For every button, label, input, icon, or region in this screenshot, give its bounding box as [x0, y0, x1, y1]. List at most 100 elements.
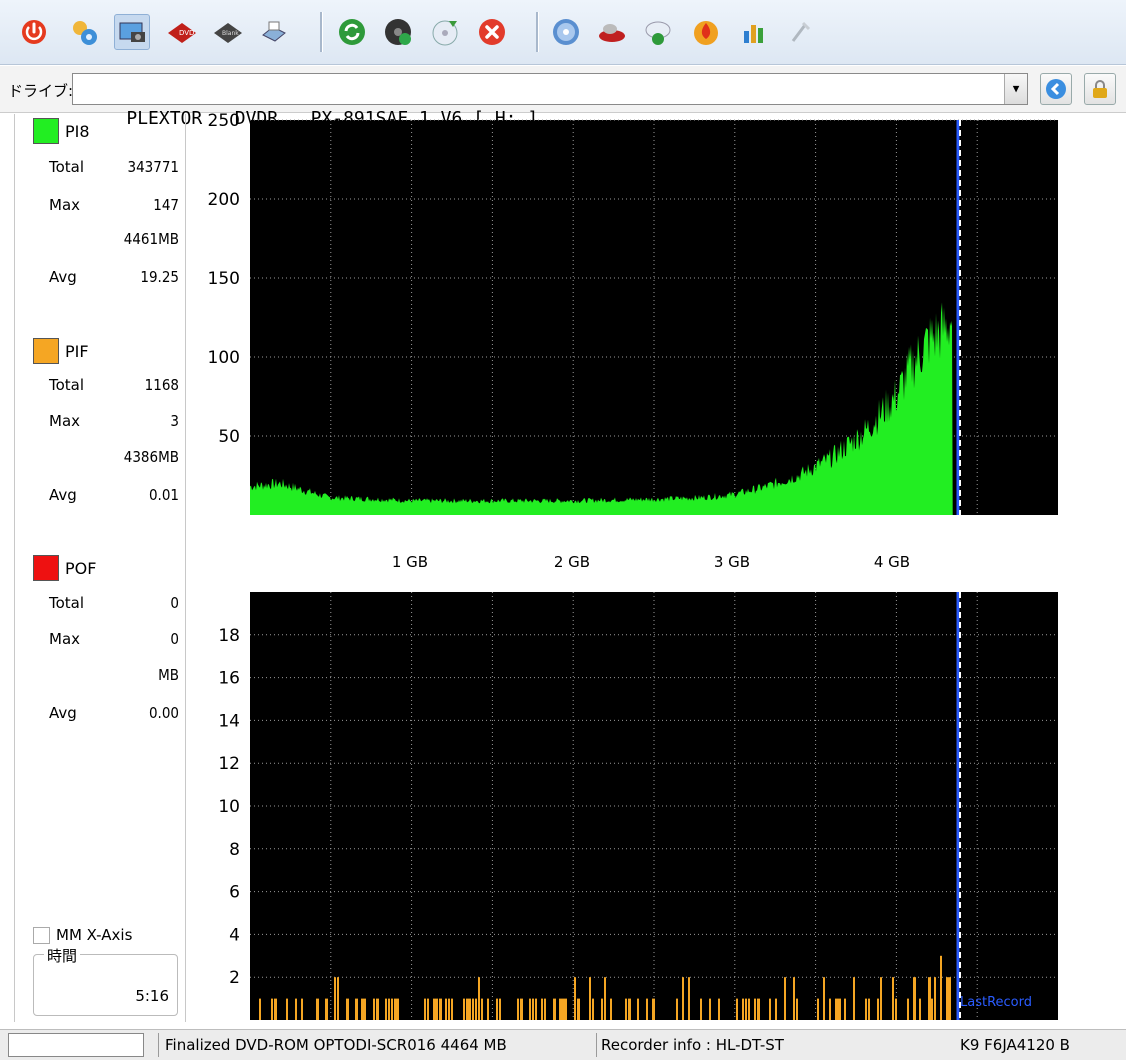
pif-bar: [496, 998, 498, 1020]
pif-bar: [577, 998, 580, 1020]
pif-y-tick: 18: [218, 626, 240, 646]
pif-bar: [880, 977, 882, 1020]
refresh-icon[interactable]: [334, 14, 370, 50]
pi8-series-area: [250, 302, 953, 515]
pif-bar: [928, 977, 931, 1020]
eject-icon[interactable]: [428, 14, 464, 50]
pif-avg-value: 0.01: [148, 486, 179, 504]
pif-bar: [574, 977, 576, 1020]
pif-bar: [391, 998, 393, 1020]
pif-bar: [397, 998, 399, 1020]
pif-bar: [793, 977, 795, 1020]
pif-bar: [940, 955, 942, 1020]
print-icon[interactable]: [256, 14, 292, 50]
pif-bar: [853, 977, 855, 1020]
pif-total-label: Total: [49, 376, 85, 394]
pif-bar: [325, 998, 328, 1020]
pif-bar: [385, 998, 387, 1020]
pif-bar: [769, 998, 771, 1020]
pif-bar: [946, 977, 949, 1020]
pif-bar: [949, 977, 951, 1020]
stats-panel: PI8 Total 343771 Max 147 4461MB Avg 19.2…: [14, 114, 186, 1022]
pif-y-tick: 12: [218, 754, 240, 774]
drive-info-button[interactable]: [1040, 73, 1072, 105]
pif-bar: [499, 998, 501, 1020]
pi8-y-tick: 150: [208, 269, 240, 289]
settings-icon[interactable]: [66, 14, 102, 50]
drive-icon[interactable]: [594, 14, 630, 50]
pif-bar: [271, 998, 273, 1020]
disc-info-icon[interactable]: [380, 14, 416, 50]
pif-swatch: [33, 338, 59, 364]
pif-bar: [736, 998, 738, 1020]
pif-bar: [796, 998, 798, 1020]
pif-bar: [601, 998, 603, 1020]
drive-label: ドライブ:: [8, 82, 74, 100]
pif-bar: [877, 998, 879, 1020]
pif-bar: [487, 998, 489, 1020]
pi8-y-tick: 50: [218, 427, 240, 447]
pif-bar: [355, 998, 358, 1020]
pif-bar: [907, 998, 909, 1020]
pif-bar: [844, 998, 846, 1020]
pi8-avg-label: Avg: [49, 268, 77, 286]
status-firmware: K9 F6JA4120 B: [960, 1036, 1070, 1054]
burn-icon[interactable]: [688, 14, 724, 50]
legend-pi8: PI8: [33, 117, 90, 145]
chevron-down-icon[interactable]: ▼: [1004, 74, 1027, 104]
pif-bar: [301, 998, 303, 1020]
pif-bar: [388, 998, 390, 1020]
status-disc-info: Finalized DVD-ROM OPTODI-SCR016 4464 MB: [158, 1033, 594, 1057]
pif-y-tick: 16: [218, 669, 240, 689]
pof-max-position: MB: [158, 666, 179, 684]
pif-x-tick: 3 GB: [714, 1006, 750, 1024]
lock-button[interactable]: [1084, 73, 1116, 105]
pif-bar: [562, 998, 565, 1020]
disc-icon[interactable]: [548, 14, 584, 50]
time-value: 5:16: [135, 987, 169, 1005]
mm-x-axis-checkbox[interactable]: MM X-Axis: [33, 926, 132, 944]
pi8-x-tick: 1 GB: [392, 553, 428, 571]
screenshot-icon[interactable]: [114, 14, 150, 50]
read-disc-icon[interactable]: DVD: [164, 14, 200, 50]
status-bar: Finalized DVD-ROM OPTODI-SCR016 4464 MB …: [0, 1029, 1126, 1060]
pif-bar: [919, 998, 921, 1020]
write-disc-icon[interactable]: Blank: [210, 14, 246, 50]
legend-pif: PIF: [33, 337, 89, 365]
tools-icon[interactable]: [782, 14, 818, 50]
checkbox-icon[interactable]: [33, 926, 50, 944]
back-icon: [1046, 79, 1066, 99]
pof-swatch: [33, 555, 59, 581]
pif-bar: [259, 998, 261, 1020]
pif-bar: [913, 977, 916, 1020]
time-title: 時間: [44, 945, 81, 966]
pif-y-tick: 2: [229, 968, 240, 988]
stop-icon[interactable]: [474, 14, 510, 50]
pif-bar: [610, 998, 612, 1020]
pif-bar: [931, 998, 933, 1020]
stats-icon[interactable]: [736, 14, 772, 50]
pi8-y-tick: 100: [208, 348, 240, 368]
pi8-chart: 50 100 150 200 250 1 GB 2 GB 3 GB 4 GB: [208, 111, 1058, 571]
pif-bar: [646, 998, 648, 1020]
pif-bar: [748, 998, 750, 1020]
pif-bar: [637, 998, 639, 1020]
power-icon[interactable]: [16, 14, 52, 50]
pif-bar: [742, 998, 744, 1020]
pif-bar: [757, 998, 760, 1020]
pif-max-value: 3: [170, 412, 179, 430]
pif-bar: [445, 998, 447, 1020]
pif-bar: [463, 998, 465, 1020]
pif-bar: [364, 998, 366, 1020]
pif-bar: [892, 977, 894, 1020]
pof-avg-label: Avg: [49, 704, 77, 722]
pif-bar: [688, 977, 690, 1020]
pif-bar: [544, 998, 546, 1020]
svg-text:DVD: DVD: [179, 29, 194, 37]
pif-bar: [553, 998, 556, 1020]
pif-bar: [745, 998, 747, 1020]
pi8-total-value: 343771: [127, 158, 179, 176]
save-icon[interactable]: [640, 14, 676, 50]
pif-bar: [346, 998, 349, 1020]
pif-bar: [361, 998, 364, 1020]
